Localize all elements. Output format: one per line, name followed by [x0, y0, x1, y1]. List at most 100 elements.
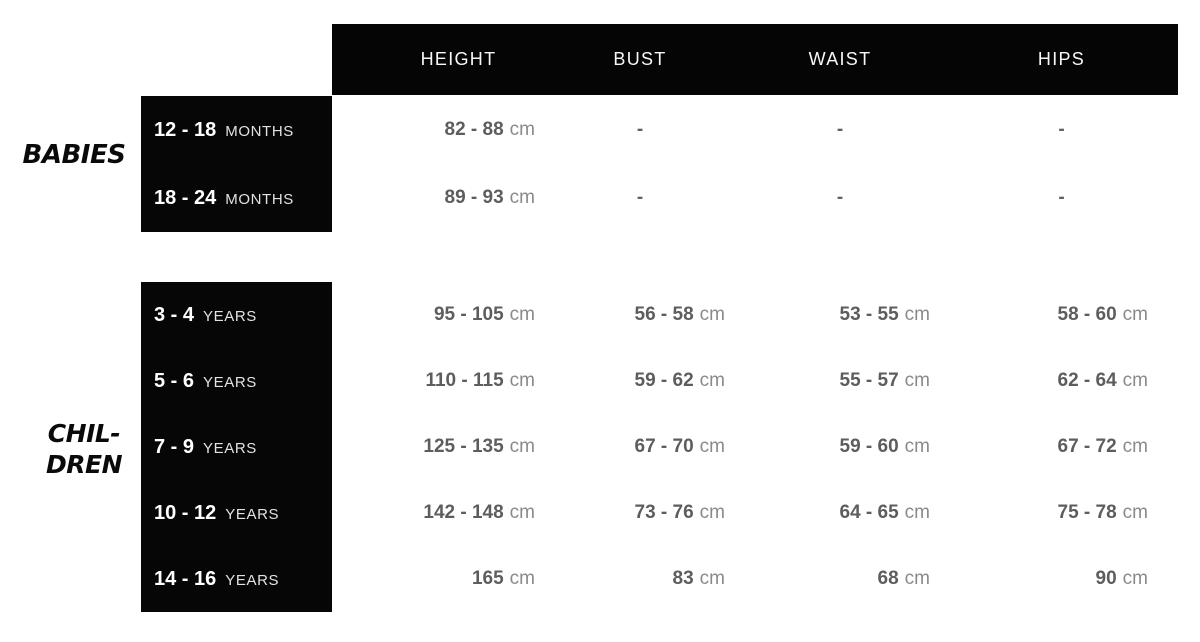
- children-size-box: [141, 282, 332, 612]
- height-cell: 142 - 148 cm: [332, 502, 545, 524]
- measurement-value: -: [836, 119, 844, 140]
- bust-cell: -: [545, 119, 735, 141]
- size-range-unit: YEARS: [225, 505, 280, 523]
- measurement-unit: cm: [1122, 304, 1148, 325]
- column-header-bar: HEIGHT BUST WAIST HIPS: [332, 24, 1178, 95]
- group-label-children-line1: CHIL-: [47, 419, 121, 448]
- waist-cell: 53 - 55 cm: [735, 304, 945, 326]
- size-range-label: 14 - 16 YEARS: [141, 568, 332, 591]
- measurement-unit: cm: [904, 502, 930, 523]
- height-cell: 82 - 88 cm: [332, 119, 545, 141]
- bust-cell: -: [545, 187, 735, 209]
- measurement-value: 59 - 60: [839, 436, 899, 457]
- measurement-unit: cm: [509, 568, 535, 589]
- measurement-unit: cm: [699, 304, 725, 325]
- size-range-unit: YEARS: [203, 373, 257, 391]
- bust-cell: 59 - 62 cm: [545, 370, 735, 392]
- measurement-value: 67 - 72: [1057, 436, 1117, 457]
- measurement-unit: cm: [1122, 568, 1148, 589]
- column-header-hips: HIPS: [1037, 49, 1086, 69]
- bust-cell: 83 cm: [545, 568, 735, 590]
- height-cell: 95 - 105 cm: [332, 304, 545, 326]
- hips-cell: 75 - 78 cm: [945, 502, 1178, 524]
- column-header-height: HEIGHT: [420, 49, 497, 69]
- measurement-value: 59 - 62: [634, 370, 694, 391]
- measurement-unit: cm: [509, 370, 535, 391]
- height-cell: 125 - 135 cm: [332, 436, 545, 458]
- waist-cell: -: [735, 119, 945, 141]
- measurement-value: 55 - 57: [839, 370, 899, 391]
- size-range-unit: YEARS: [203, 439, 257, 457]
- group-label-children-line2: DREN: [45, 450, 123, 479]
- height-cell: 89 - 93 cm: [332, 187, 545, 209]
- size-range-value: 7 - 9: [154, 435, 195, 458]
- waist-cell: -: [735, 187, 945, 209]
- hips-cell: -: [945, 187, 1178, 209]
- measurement-value: 82 - 88: [444, 119, 504, 140]
- measurement-value: 67 - 70: [634, 436, 694, 457]
- bust-cell: 67 - 70 cm: [545, 436, 735, 458]
- measurement-value: -: [636, 119, 644, 140]
- measurement-value: 75 - 78: [1057, 502, 1117, 523]
- waist-cell: 68 cm: [735, 568, 945, 590]
- measurement-unit: cm: [509, 436, 535, 457]
- measurement-value: -: [1058, 119, 1065, 140]
- size-range-value: 18 - 24: [154, 186, 217, 209]
- measurement-unit: cm: [699, 568, 725, 589]
- measurement-unit: cm: [699, 502, 725, 523]
- measurement-unit: cm: [904, 436, 930, 457]
- height-cell: 165 cm: [332, 568, 545, 590]
- table-row-children-7-9: 7 - 9 YEARS 125 - 135 cm 67 - 70 cm 59 -…: [141, 414, 1178, 480]
- measurement-value: 142 - 148: [423, 502, 504, 523]
- measurement-unit: cm: [509, 502, 535, 523]
- measurement-value: 125 - 135: [423, 436, 504, 457]
- measurement-value: 53 - 55: [839, 304, 899, 325]
- measurement-value: 89 - 93: [444, 187, 504, 208]
- measurement-unit: cm: [699, 370, 725, 391]
- table-row-children-10-12: 10 - 12 YEARS 142 - 148 cm 73 - 76 cm 64…: [141, 480, 1178, 546]
- hips-cell: 90 cm: [945, 568, 1178, 590]
- bust-cell: 56 - 58 cm: [545, 304, 735, 326]
- column-header-waist: WAIST: [808, 49, 872, 69]
- measurement-unit: cm: [904, 370, 930, 391]
- size-range-unit: YEARS: [203, 307, 257, 325]
- size-range-value: 12 - 18: [154, 118, 217, 141]
- measurement-unit: cm: [699, 436, 725, 457]
- measurement-unit: cm: [1122, 370, 1148, 391]
- measurement-unit: cm: [904, 304, 930, 325]
- measurement-value: -: [1058, 187, 1065, 208]
- measurement-value: 68: [877, 568, 899, 589]
- bust-cell: 73 - 76 cm: [545, 502, 735, 524]
- size-range-value: 5 - 6: [154, 369, 195, 392]
- hips-cell: 58 - 60 cm: [945, 304, 1178, 326]
- size-range-value: 3 - 4: [154, 303, 195, 326]
- measurement-value: 95 - 105: [433, 304, 504, 325]
- measurement-value: 165: [471, 568, 504, 589]
- babies-size-box: [141, 96, 332, 232]
- size-range-label: 12 - 18 MONTHS: [141, 119, 332, 142]
- measurement-unit: cm: [1122, 436, 1148, 457]
- size-range-value: 14 - 16: [154, 567, 217, 590]
- waist-cell: 55 - 57 cm: [735, 370, 945, 392]
- size-range-label: 18 - 24 MONTHS: [141, 187, 332, 210]
- height-cell: 110 - 115 cm: [332, 370, 545, 392]
- measurement-value: 62 - 64: [1057, 370, 1117, 391]
- hips-cell: -: [945, 119, 1178, 141]
- measurement-value: 90: [1095, 568, 1117, 589]
- size-range-unit: MONTHS: [225, 190, 294, 208]
- measurement-value: 58 - 60: [1057, 304, 1117, 325]
- measurement-value: -: [836, 187, 844, 208]
- size-range-label: 7 - 9 YEARS: [141, 436, 332, 459]
- group-label-babies: BABIES: [22, 140, 126, 170]
- measurement-unit: cm: [509, 187, 535, 208]
- size-range-value: 10 - 12: [154, 501, 217, 524]
- measurement-value: 56 - 58: [634, 304, 694, 325]
- waist-cell: 64 - 65 cm: [735, 502, 945, 524]
- table-row-children-5-6: 5 - 6 YEARS 110 - 115 cm 59 - 62 cm 55 -…: [141, 348, 1178, 414]
- hips-cell: 67 - 72 cm: [945, 436, 1178, 458]
- size-range-unit: YEARS: [225, 571, 280, 589]
- measurement-value: 64 - 65: [839, 502, 899, 523]
- column-header-bust: BUST: [613, 49, 667, 69]
- table-row-children-14-16: 14 - 16 YEARS 165 cm 83 cm 68 cm 90 cm: [141, 546, 1178, 612]
